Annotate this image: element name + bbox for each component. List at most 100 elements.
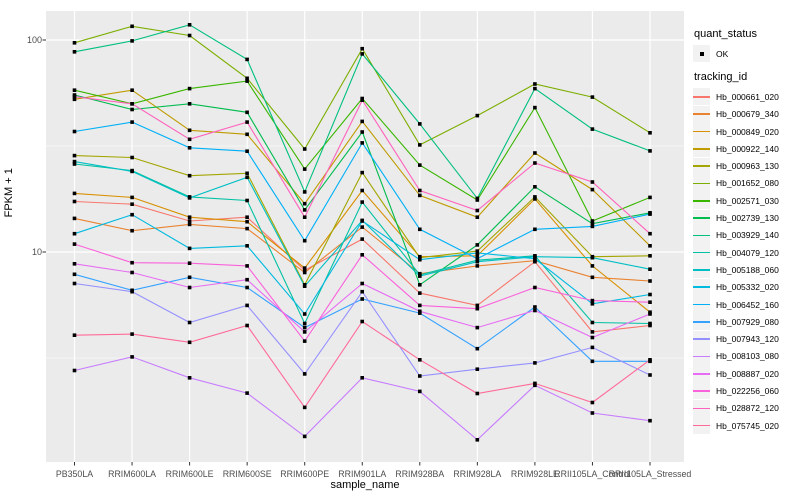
data-point bbox=[130, 155, 134, 160]
data-point bbox=[302, 434, 307, 439]
data-point bbox=[475, 196, 480, 201]
legend-key-box bbox=[693, 174, 710, 192]
data-point bbox=[302, 325, 307, 330]
data-point bbox=[418, 303, 422, 308]
data-point bbox=[475, 391, 480, 396]
data-point bbox=[130, 39, 134, 43]
data-point bbox=[187, 222, 192, 227]
legend-entry-label: Hb_075745_020 bbox=[716, 420, 779, 431]
legend-key-line bbox=[693, 424, 710, 427]
data-point bbox=[648, 244, 652, 248]
data-point bbox=[590, 330, 595, 334]
data-point bbox=[245, 226, 249, 231]
data-point bbox=[648, 195, 652, 200]
data-point bbox=[533, 195, 537, 199]
data-point bbox=[72, 199, 77, 204]
data-point bbox=[590, 221, 595, 226]
data-point bbox=[648, 300, 652, 304]
legend-key-line bbox=[693, 407, 710, 410]
data-point bbox=[590, 264, 595, 268]
data-point bbox=[72, 231, 77, 236]
data-point bbox=[475, 215, 480, 219]
legend-entry-label: Hb_002739_130 bbox=[716, 213, 779, 224]
data-point bbox=[533, 161, 537, 165]
data-point bbox=[475, 259, 480, 264]
data-point bbox=[533, 381, 537, 386]
data-point bbox=[187, 86, 192, 91]
data-point bbox=[245, 323, 249, 328]
data-point bbox=[360, 200, 364, 204]
legend-entry: Hb_007943_120 bbox=[693, 330, 799, 348]
data-point bbox=[418, 374, 422, 378]
data-point bbox=[590, 345, 595, 350]
data-point bbox=[475, 367, 480, 371]
legend-key-line bbox=[693, 251, 710, 254]
legend-entry: Hb_002739_130 bbox=[693, 209, 799, 227]
legend-key-box bbox=[693, 261, 710, 279]
data-point bbox=[475, 438, 480, 442]
data-point bbox=[245, 171, 249, 176]
data-point bbox=[648, 149, 652, 153]
data-point bbox=[302, 201, 307, 206]
data-point bbox=[130, 169, 134, 174]
legend-quant-entry: OK bbox=[693, 45, 799, 63]
data-point bbox=[245, 175, 249, 180]
data-point bbox=[245, 285, 249, 290]
data-point bbox=[302, 405, 307, 410]
data-point bbox=[360, 289, 364, 294]
data-point bbox=[360, 237, 364, 241]
data-point bbox=[360, 46, 364, 51]
legend-key-line bbox=[693, 182, 710, 185]
data-point bbox=[72, 216, 77, 221]
data-point bbox=[130, 24, 134, 29]
data-point bbox=[245, 215, 249, 219]
legend-key-line bbox=[693, 355, 710, 358]
data-point bbox=[475, 264, 480, 268]
data-point bbox=[72, 272, 77, 277]
legend-entry: Hb_002571_030 bbox=[693, 192, 799, 210]
data-point bbox=[130, 289, 134, 294]
legend-entry-label: Hb_004079_120 bbox=[716, 247, 779, 258]
data-point bbox=[590, 359, 595, 364]
data-point bbox=[72, 97, 77, 102]
data-point bbox=[533, 256, 537, 261]
data-point bbox=[533, 185, 537, 189]
legend-quant-title: quant_status bbox=[694, 28, 757, 40]
data-point bbox=[302, 190, 307, 194]
data-point bbox=[72, 242, 77, 246]
data-point bbox=[590, 224, 595, 229]
legend-entry-label: Hb_006452_160 bbox=[716, 299, 779, 310]
data-point bbox=[590, 255, 595, 260]
data-point bbox=[187, 33, 192, 38]
data-point bbox=[72, 368, 77, 373]
data-point bbox=[533, 308, 537, 313]
data-point bbox=[187, 196, 192, 200]
data-point bbox=[648, 279, 652, 283]
legend-entry-label: Hb_003929_140 bbox=[716, 230, 779, 241]
data-point bbox=[475, 325, 480, 330]
legend-key-box bbox=[693, 157, 710, 175]
data-point bbox=[360, 319, 364, 324]
data-point bbox=[533, 105, 537, 110]
point-symbol-icon bbox=[699, 51, 704, 56]
legend: quant_status OK tracking_id Hb_000661_02… bbox=[693, 28, 799, 435]
legend-entry-label: Hb_005332_020 bbox=[716, 282, 779, 293]
data-point bbox=[187, 102, 192, 106]
data-point bbox=[360, 219, 364, 223]
data-point bbox=[130, 120, 134, 124]
legend-entry-label: Hb_007929_080 bbox=[716, 316, 779, 327]
legend-key-box bbox=[693, 417, 710, 435]
x-tick-label: RRIM928BA bbox=[395, 469, 445, 479]
data-point bbox=[360, 52, 364, 56]
data-point bbox=[590, 275, 595, 280]
data-point bbox=[418, 143, 422, 147]
y-tick-label-10: 10 bbox=[31, 247, 42, 257]
data-point bbox=[648, 321, 652, 326]
data-point bbox=[648, 212, 652, 216]
legend-entry-label: Hb_008103_080 bbox=[716, 351, 779, 362]
legend-entry: Hb_000679_340 bbox=[693, 105, 799, 123]
legend-key-box bbox=[693, 313, 710, 331]
data-point bbox=[475, 254, 480, 258]
x-tick-label: RRIM600LE bbox=[165, 469, 214, 479]
